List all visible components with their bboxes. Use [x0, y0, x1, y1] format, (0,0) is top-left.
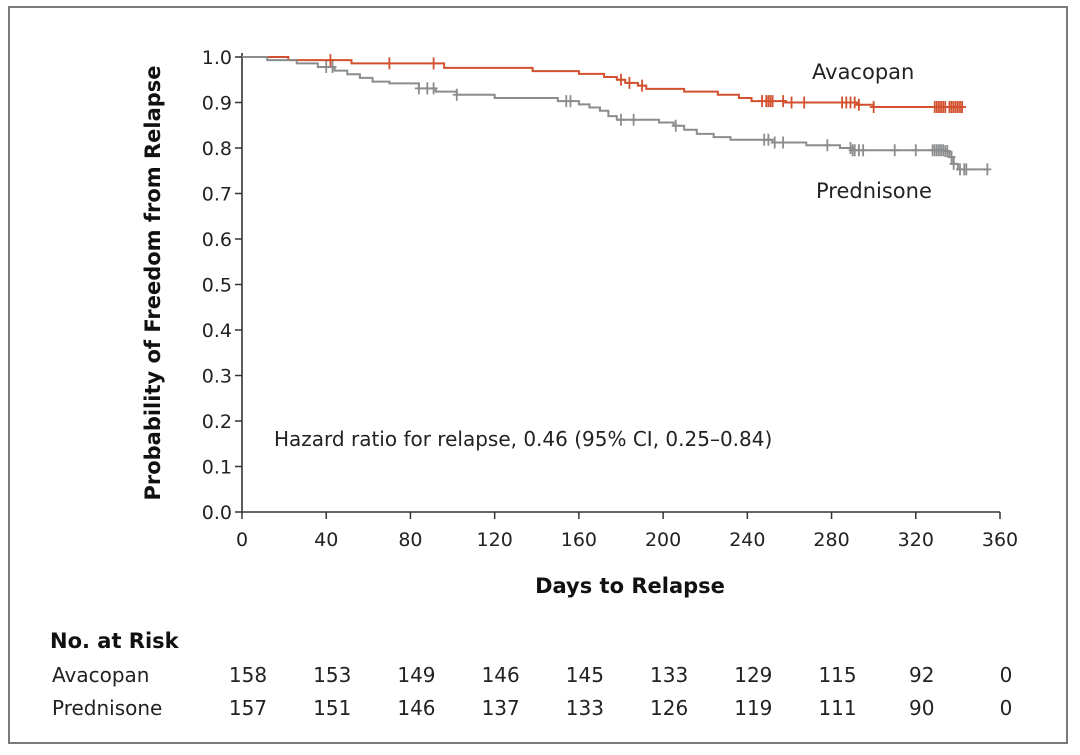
- censor-mark-avacopan: [854, 98, 863, 111]
- censor-mark-avacopan: [429, 57, 438, 70]
- risk-row-label-avacopan: Avacopan: [52, 663, 149, 687]
- risk-value-prednisone: 133: [566, 696, 604, 720]
- y-tick-label: 0.8: [202, 138, 232, 160]
- censor-mark-avacopan: [869, 101, 878, 114]
- censor-mark-avacopan: [958, 101, 967, 114]
- y-tick-label: 0.4: [202, 320, 232, 342]
- risk-value-prednisone: 151: [313, 696, 351, 720]
- y-tick-label: 0.9: [202, 93, 232, 115]
- censor-mark-prednisone: [328, 61, 337, 74]
- figure-frame: 0.0 0.1 0.2 0.3 0.4 0.5 0.6 0.7 0.8 0.9 1.0 0 40 80 12…: [8, 6, 1068, 744]
- censor-mark-avacopan: [768, 95, 777, 108]
- risk-value-prednisone: 90: [909, 696, 934, 720]
- censor-mark-avacopan: [800, 96, 809, 109]
- x-tick-label: 160: [561, 529, 597, 551]
- censor-mark-prednisone: [617, 113, 625, 126]
- censor-mark-avacopan: [617, 73, 625, 86]
- risk-value-avacopan: 92: [909, 663, 934, 687]
- risk-value-avacopan: 145: [566, 663, 604, 687]
- y-tick-label: 0.1: [202, 457, 232, 479]
- y-tick-label: 0.6: [202, 229, 232, 251]
- x-tick-label: 200: [645, 529, 681, 551]
- x-tick-label: 80: [398, 529, 422, 551]
- x-tick-label: 40: [314, 529, 338, 551]
- risk-table-values: 158 153 149 146 145 133 129 115 92 0 157 151 146 137 1…: [229, 663, 1012, 720]
- censor-mark-prednisone: [414, 82, 423, 95]
- risk-value-avacopan: 146: [482, 663, 520, 687]
- y-tick-label: 0.7: [202, 184, 232, 206]
- censor-mark-avacopan: [787, 96, 796, 109]
- y-tick-label: 0.3: [202, 366, 232, 388]
- censor-mark-prednisone: [779, 136, 788, 149]
- censor-mark-prednisone: [962, 163, 971, 176]
- risk-value-prednisone: 0: [1000, 696, 1013, 720]
- series-label-avacopan: Avacopan: [812, 60, 914, 84]
- censor-mark-prednisone: [947, 151, 956, 164]
- censor-mark-avacopan: [638, 79, 647, 92]
- censor-mark-avacopan: [385, 57, 394, 70]
- risk-value-avacopan: 133: [650, 663, 688, 687]
- hazard-ratio-annotation: Hazard ratio for relapse, 0.46 (95% CI, …: [274, 427, 772, 451]
- censor-mark-prednisone: [859, 144, 868, 157]
- risk-value-prednisone: 157: [229, 696, 267, 720]
- risk-value-prednisone: 137: [482, 696, 520, 720]
- censor-mark-prednisone: [943, 145, 952, 158]
- km-curve-prednisone: [242, 56, 988, 171]
- x-tick-label: 320: [898, 529, 934, 551]
- risk-value-prednisone: 111: [818, 696, 856, 720]
- censor-mark-prednisone: [629, 113, 638, 126]
- censor-mark-prednisone: [566, 95, 575, 108]
- risk-value-prednisone: 146: [397, 696, 435, 720]
- censor-mark-prednisone: [770, 136, 779, 149]
- x-tick-label: 0: [236, 529, 248, 551]
- censor-mark-prednisone: [429, 82, 438, 95]
- y-tick-label: 0.0: [202, 502, 232, 524]
- x-tick-label: 360: [982, 529, 1018, 551]
- y-tick-label: 1.0: [202, 47, 232, 69]
- censor-mark-prednisone: [983, 163, 992, 176]
- risk-value-avacopan: 0: [1000, 663, 1013, 687]
- x-axis-title: Days to Relapse: [535, 574, 725, 598]
- censor-mark-avacopan: [326, 54, 335, 67]
- risk-value-avacopan: 129: [734, 663, 772, 687]
- censor-mark-prednisone: [452, 88, 461, 101]
- censor-mark-prednisone: [671, 119, 680, 132]
- axes: 0.0 0.1 0.2 0.3 0.4 0.5 0.6 0.7 0.8 0.9 1.0 0 40 80 12…: [202, 47, 1018, 551]
- censor-marks: [322, 54, 992, 176]
- x-tick-label: 240: [729, 529, 765, 551]
- censor-mark-prednisone: [890, 144, 899, 157]
- y-axis-title: Probability of Freedom from Relapse: [141, 65, 165, 500]
- series-label-prednisone: Prednisone: [816, 179, 932, 203]
- y-tick-label: 0.2: [202, 411, 232, 433]
- risk-value-prednisone: 119: [734, 696, 772, 720]
- censor-mark-prednisone: [911, 144, 920, 157]
- censor-mark-avacopan: [625, 76, 634, 89]
- y-tick-label: 0.5: [202, 275, 232, 297]
- censor-mark-prednisone: [764, 133, 773, 146]
- censor-mark-prednisone: [949, 157, 958, 170]
- risk-value-avacopan: 153: [313, 663, 351, 687]
- censor-mark-prednisone: [823, 139, 832, 152]
- risk-table-heading: No. at Risk: [50, 629, 180, 653]
- km-chart: 0.0 0.1 0.2 0.3 0.4 0.5 0.6 0.7 0.8 0.9 1.0 0 40 80 12…: [50, 47, 1018, 720]
- risk-value-avacopan: 149: [397, 663, 435, 687]
- risk-row-label-prednisone: Prednisone: [52, 696, 162, 720]
- censor-mark-avacopan: [779, 95, 788, 108]
- risk-value-prednisone: 126: [650, 696, 688, 720]
- censor-mark-avacopan: [850, 96, 859, 109]
- x-tick-label: 120: [477, 529, 513, 551]
- x-tick-label: 280: [813, 529, 849, 551]
- risk-value-avacopan: 115: [818, 663, 856, 687]
- risk-value-avacopan: 158: [229, 663, 267, 687]
